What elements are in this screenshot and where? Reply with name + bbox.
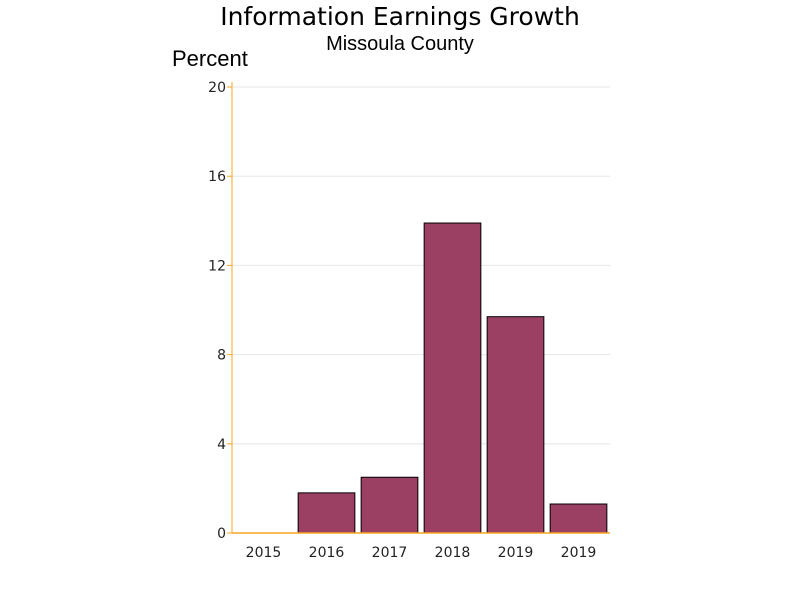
y-tick-label: 0 <box>217 526 226 542</box>
x-tick-label: 2016 <box>309 545 345 561</box>
bar <box>360 476 419 534</box>
y-tick-label: 4 <box>217 437 226 453</box>
y-tick-label: 20 <box>208 80 226 96</box>
x-tick-label: 2015 <box>246 545 282 561</box>
bar <box>423 222 482 534</box>
x-tick-label: 2017 <box>372 545 408 561</box>
bar <box>297 492 356 534</box>
y-axis-label: Percent <box>172 46 248 71</box>
chart-title: Information Earnings Growth <box>220 2 580 31</box>
y-tick-label: 8 <box>217 348 226 364</box>
y-tick-label: 16 <box>208 169 226 185</box>
bar <box>486 316 545 534</box>
bar <box>549 503 608 534</box>
chart-subtitle: Missoula County <box>326 33 474 55</box>
x-tick-label: 2019 <box>498 545 534 561</box>
y-tick-label: 12 <box>208 258 226 274</box>
x-tick-label: 2019 <box>561 545 597 561</box>
x-tick-label: 2018 <box>435 545 471 561</box>
